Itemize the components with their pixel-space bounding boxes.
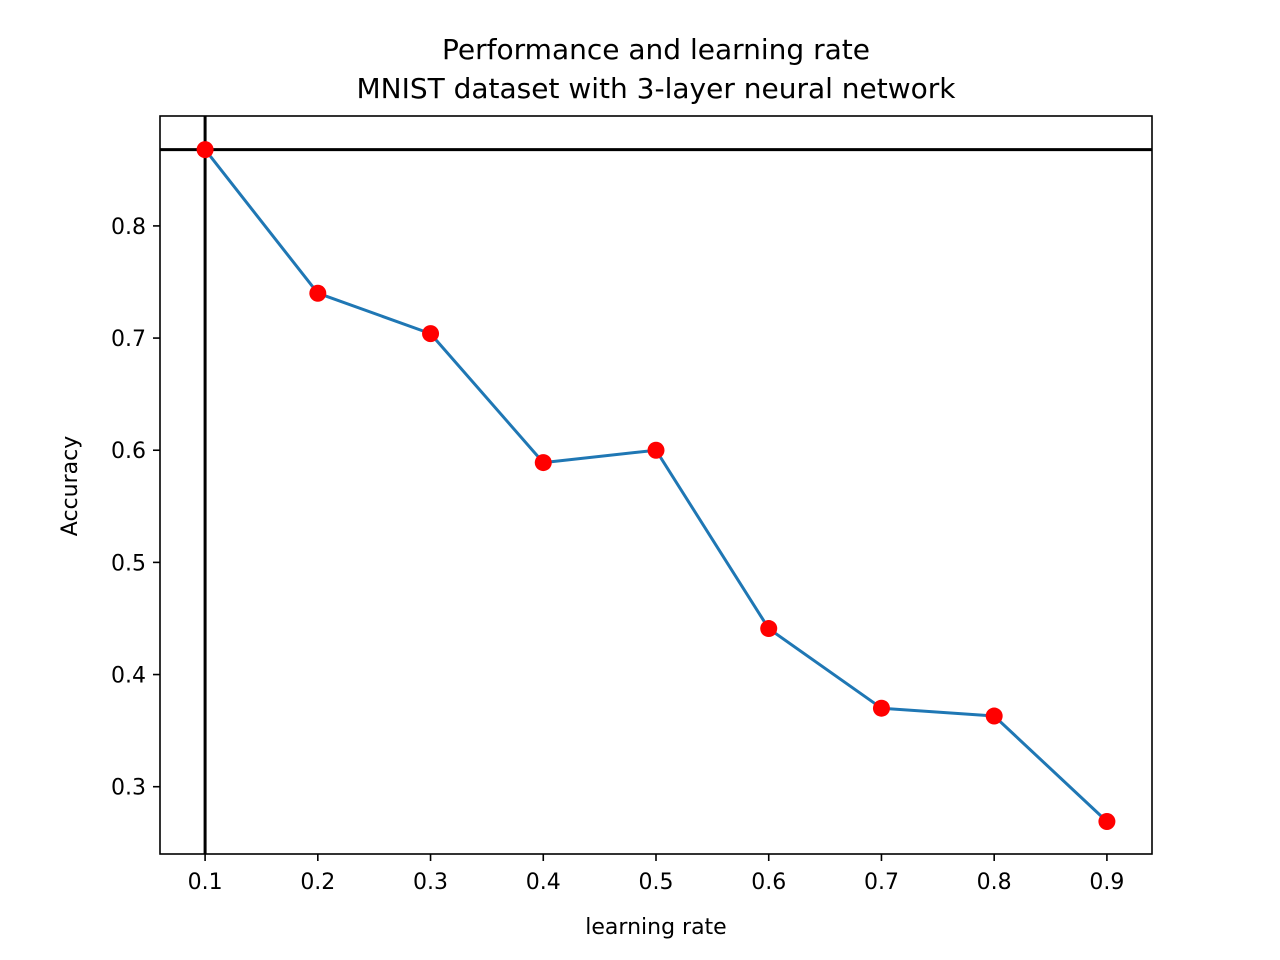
x-tick-label-2: 0.2 <box>300 870 335 895</box>
x-tick-label-3: 0.3 <box>413 870 448 895</box>
data-point-5 <box>648 442 665 459</box>
accuracy-line <box>205 150 1107 822</box>
chart-title: Performance and learning rate <box>442 33 870 66</box>
y-tick-label-1: 0.3 <box>111 776 146 801</box>
data-point-2 <box>309 285 326 302</box>
data-point-3 <box>422 325 439 342</box>
y-tick-label-6: 0.8 <box>111 215 146 240</box>
y-tick-label-3: 0.5 <box>111 551 146 576</box>
y-tick-label-4: 0.6 <box>111 439 146 464</box>
data-point-1 <box>197 141 214 158</box>
x-tick-label-6: 0.6 <box>751 870 786 895</box>
chart-subtitle: MNIST dataset with 3-layer neural networ… <box>356 72 956 105</box>
data-point-8 <box>986 708 1003 725</box>
x-tick-label-9: 0.9 <box>1089 870 1124 895</box>
data-point-9 <box>1098 813 1115 830</box>
y-axis: 0.3 0.4 0.5 0.6 0.7 0.8 <box>111 215 160 801</box>
x-tick-label-4: 0.4 <box>526 870 561 895</box>
x-tick-label-5: 0.5 <box>639 870 674 895</box>
axes-frame <box>160 116 1152 854</box>
x-axis: 0.1 0.2 0.3 0.4 0.5 0.6 0.7 0.8 0.9 <box>188 854 1125 895</box>
data-point-6 <box>760 620 777 637</box>
x-tick-label-8: 0.8 <box>977 870 1012 895</box>
data-point-4 <box>535 454 552 471</box>
x-axis-label: learning rate <box>585 915 726 940</box>
y-tick-label-2: 0.4 <box>111 664 146 689</box>
y-tick-label-5: 0.7 <box>111 327 146 352</box>
plot-area <box>160 116 1152 854</box>
data-point-7 <box>873 700 890 717</box>
y-axis-label: Accuracy <box>58 436 83 536</box>
x-tick-label-7: 0.7 <box>864 870 899 895</box>
x-tick-label-1: 0.1 <box>188 870 223 895</box>
